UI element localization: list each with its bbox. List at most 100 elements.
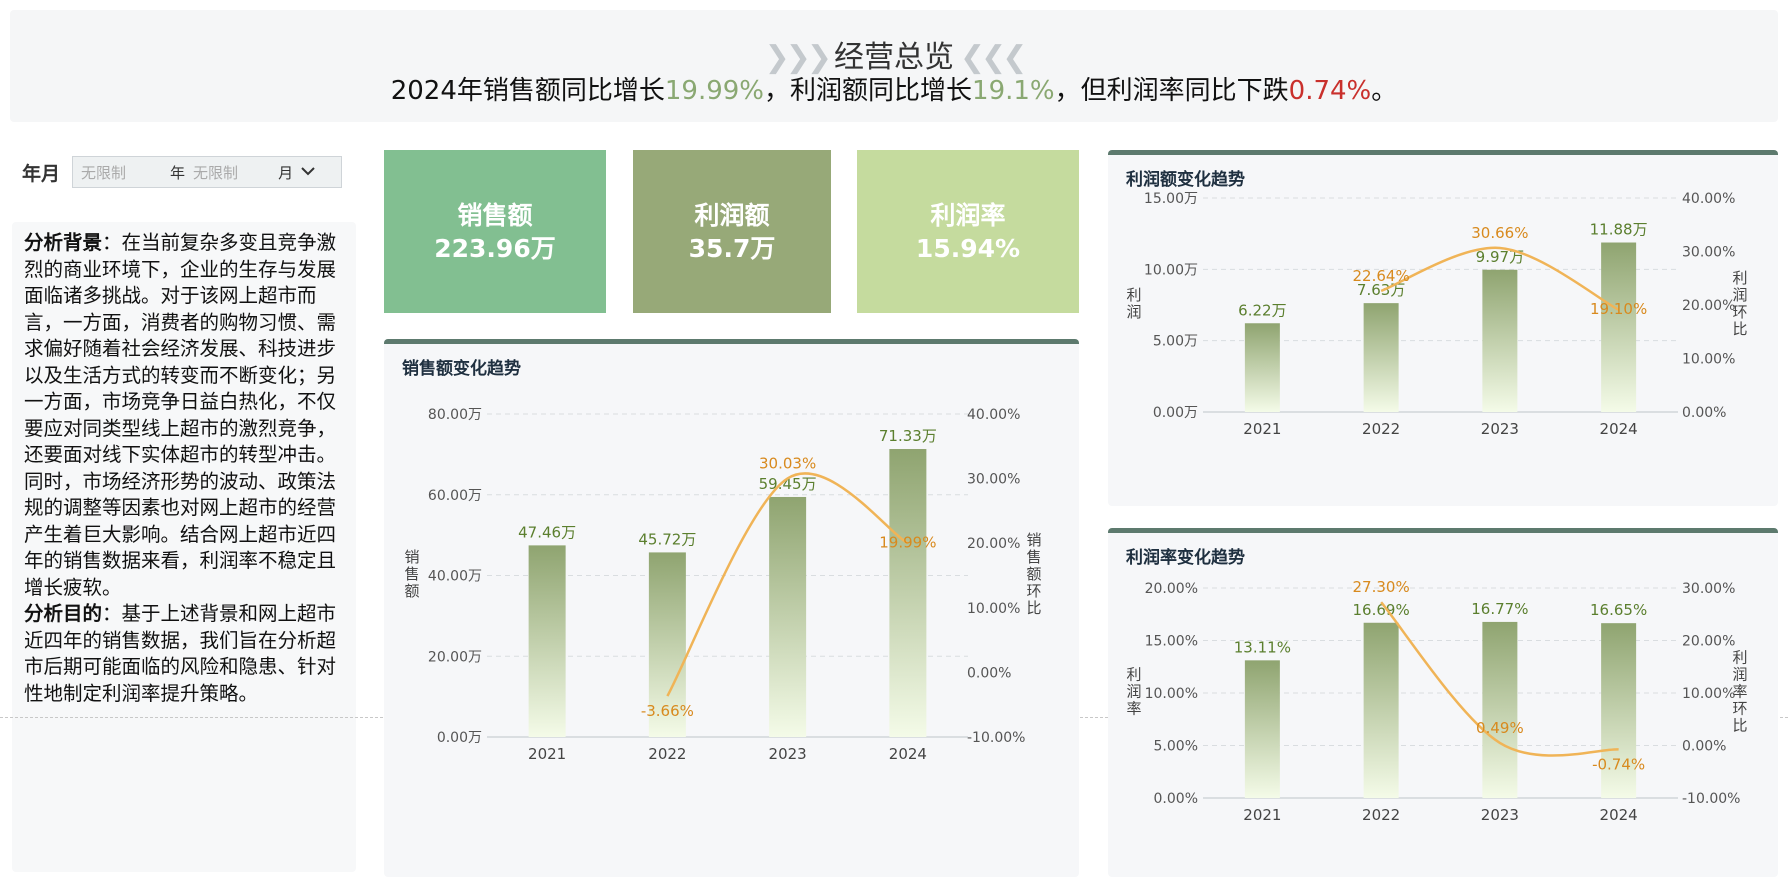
y-tick-label: 0.00万 (1153, 405, 1198, 421)
y2-tick-label: -10.00% (967, 730, 1025, 746)
kpi-label: 利润率 (930, 200, 1006, 230)
y-axis-title: 销售额 (404, 548, 419, 600)
x-tick-label: 2021 (1243, 420, 1281, 438)
y-tick-label: 0.00万 (437, 730, 482, 746)
header-panel: ❯❯❯ 经营总览 ❮❮❮ 2024年销售额同比增长19.99%，利润额同比增长19.… (10, 10, 1778, 122)
x-tick-label: 2023 (769, 745, 807, 763)
bar[interactable] (1363, 622, 1399, 798)
y2-tick-label: 40.00% (967, 407, 1020, 423)
bar-data-label: 11.88万 (1590, 221, 1648, 239)
x-tick-label: 2024 (1600, 420, 1638, 438)
y-axis-title: 利润 (1126, 286, 1141, 321)
bar-data-label: 71.33万 (879, 427, 937, 445)
bar[interactable] (769, 496, 807, 737)
kpi-value: 223.96万 (434, 233, 556, 263)
y2-axis-title: 利润率环比 (1732, 649, 1747, 735)
line-data-label: 19.99% (879, 533, 936, 551)
bar[interactable] (1244, 323, 1280, 412)
y2-axis-title: 利润环比 (1732, 269, 1747, 338)
bar[interactable] (889, 449, 927, 737)
background-body: 在当前复杂多变且竞争激烈的商业环境下，企业的生存与发展面临诸多挑战。对于该网上超… (24, 231, 337, 599)
y-tick-label: 5.00% (1154, 739, 1198, 755)
x-tick-label: 2022 (648, 745, 686, 763)
y-tick-label: 15.00万 (1144, 191, 1198, 207)
y-axis-title: 利润率 (1126, 666, 1141, 718)
chevron-down-icon[interactable] (301, 164, 315, 180)
bar[interactable] (1482, 269, 1518, 412)
margin-trend-chart: 0.00% 5.00% 10.00% 15.00% 20.00% -10.00% 0.00%… (1126, 578, 1747, 824)
kpi-value: 35.7万 (688, 233, 776, 263)
x-tick-label: 2023 (1481, 420, 1519, 438)
analysis-panel (12, 222, 356, 872)
growth-line[interactable] (1380, 601, 1619, 757)
month-unit: 月 (278, 163, 294, 182)
summary-end: 。 (1371, 76, 1398, 106)
bar-data-label: 16.65% (1590, 601, 1647, 619)
y-tick-label: 0.00% (1154, 791, 1198, 807)
y2-tick-label: 30.00% (1682, 581, 1735, 597)
y2-tick-label: 0.00% (1682, 405, 1726, 421)
y2-tick-label: 10.00% (967, 601, 1020, 617)
y2-tick-label: 20.00% (967, 536, 1020, 552)
profit-growth-value: 19.1% (972, 76, 1055, 106)
line-data-label: 19.10% (1590, 300, 1647, 318)
y2-tick-label: 0.00% (1682, 739, 1726, 755)
date-filter: 年月 无限制 年 无限制 月 (22, 156, 343, 188)
line-data-label: 22.64% (1353, 267, 1410, 285)
growth-line[interactable] (1380, 246, 1620, 311)
bar-data-label: 59.45万 (759, 475, 817, 493)
bar[interactable] (1601, 623, 1637, 798)
line-data-label: -0.74% (1592, 755, 1645, 773)
chart-title: 利润率变化趋势 (1126, 548, 1245, 568)
page-title-row: ❯❯❯ 经营总览 ❮❮❮ (10, 32, 1778, 76)
year-input[interactable]: 无限制 (81, 163, 127, 182)
summary-mid1: ，利润额同比增长 (764, 76, 973, 106)
chart-title: 利润额变化趋势 (1126, 170, 1245, 190)
growth-line[interactable] (666, 472, 909, 697)
background-sep: ： (102, 231, 122, 254)
background-heading: 分析背景 (24, 231, 103, 254)
x-tick-label: 2022 (1362, 420, 1400, 438)
goal-sep: ： (102, 602, 122, 625)
kpi-label: 利润额 (694, 200, 770, 230)
sales-growth-value: 19.99% (664, 76, 765, 106)
bar[interactable] (1363, 303, 1399, 412)
y-tick-label: 20.00万 (428, 649, 482, 665)
kpi-card-sales: 销售额 223.96万 (384, 150, 606, 313)
summary-text: 2024年销售额同比增长19.99%，利润额同比增长19.1%，但利润率同比下跌… (10, 70, 1778, 107)
bar[interactable] (648, 552, 686, 737)
y-tick-label: 40.00万 (428, 569, 482, 585)
y2-tick-label: 20.00% (1682, 298, 1735, 314)
x-tick-label: 2023 (1481, 806, 1519, 824)
bar[interactable] (528, 545, 566, 737)
bar[interactable] (1482, 621, 1518, 798)
goal-body: 基于上述背景和网上超市近四年的销售数据，我们旨在分析超市后期可能面临的风险和隐患… (24, 602, 337, 705)
y2-tick-label: 10.00% (1682, 352, 1735, 368)
x-tick-label: 2021 (1243, 806, 1281, 824)
margin-drop-value: 0.74% (1288, 76, 1372, 106)
y-tick-label: 10.00万 (1144, 262, 1198, 278)
line-data-label: 0.49% (1476, 719, 1524, 737)
kpi-card-margin: 利润率 15.94% (857, 150, 1079, 313)
bar-data-label: 16.69% (1353, 601, 1410, 619)
bar[interactable] (1601, 242, 1637, 412)
line-data-label: -3.66% (641, 702, 694, 720)
bar[interactable] (1244, 660, 1280, 798)
margin-trend-card: 利润率变化趋势 0.00% 5.00% 10.00% 15.00% 20.00% -10.… (1108, 528, 1778, 877)
bar-data-label: 13.11% (1234, 638, 1291, 656)
filter-label: 年月 (22, 162, 61, 185)
line-data-label: 30.66% (1471, 224, 1528, 242)
summary-prefix: 2024年销售额同比增长 (390, 76, 665, 106)
y2-tick-label: 20.00% (1682, 634, 1735, 650)
kpi-label: 销售额 (457, 200, 533, 230)
x-tick-label: 2022 (1362, 806, 1400, 824)
x-tick-label: 2021 (528, 745, 566, 763)
y-tick-label: 80.00万 (428, 407, 482, 423)
y-tick-label: 60.00万 (428, 488, 482, 504)
kpi-value: 15.94% (915, 233, 1021, 263)
chart-title: 销售额变化趋势 (402, 359, 521, 379)
month-input[interactable]: 无限制 (193, 163, 239, 182)
line-data-label: 30.03% (759, 454, 816, 472)
y-tick-label: 20.00% (1145, 581, 1198, 597)
year-month-select[interactable]: 无限制 年 无限制 月 (72, 156, 343, 188)
